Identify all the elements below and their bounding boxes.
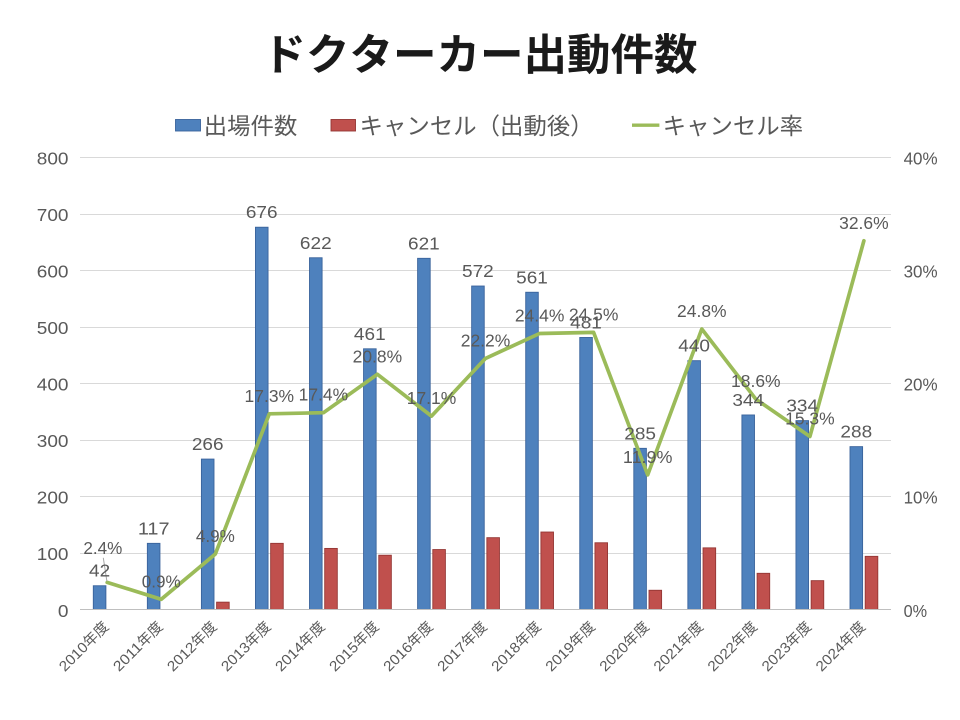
svg-text:32.6%: 32.6% [839, 213, 889, 233]
svg-text:0.9%: 0.9% [142, 571, 181, 591]
svg-text:500: 500 [37, 318, 69, 338]
svg-text:24.8%: 24.8% [677, 301, 727, 321]
svg-text:0%: 0% [904, 601, 928, 621]
svg-text:22.2%: 22.2% [461, 330, 511, 350]
svg-text:700: 700 [37, 205, 69, 225]
svg-text:40%: 40% [904, 148, 938, 168]
svg-text:42: 42 [89, 561, 110, 581]
svg-text:572: 572 [462, 261, 494, 281]
svg-text:440: 440 [678, 336, 710, 356]
svg-text:17.1%: 17.1% [407, 388, 457, 408]
svg-text:621: 621 [408, 233, 440, 253]
svg-text:4.9%: 4.9% [196, 526, 235, 546]
svg-text:20.8%: 20.8% [353, 346, 403, 366]
svg-text:30%: 30% [904, 262, 938, 282]
svg-text:2.4%: 2.4% [83, 538, 122, 558]
svg-text:334: 334 [786, 396, 818, 416]
svg-text:20%: 20% [904, 375, 938, 395]
svg-text:15.3%: 15.3% [785, 409, 835, 429]
svg-text:676: 676 [246, 202, 278, 222]
svg-text:117: 117 [138, 518, 170, 538]
svg-text:18.6%: 18.6% [731, 371, 781, 391]
svg-text:17.4%: 17.4% [299, 385, 349, 405]
svg-text:288: 288 [840, 422, 872, 442]
svg-text:481: 481 [570, 313, 602, 333]
svg-text:0: 0 [58, 601, 69, 621]
svg-text:561: 561 [516, 267, 548, 287]
svg-text:600: 600 [37, 262, 69, 282]
svg-text:10%: 10% [904, 488, 938, 508]
svg-text:461: 461 [354, 324, 386, 344]
svg-text:11.9%: 11.9% [623, 447, 673, 467]
svg-text:100: 100 [37, 544, 69, 564]
svg-text:24.5%: 24.5% [569, 304, 619, 324]
svg-text:266: 266 [192, 434, 224, 454]
svg-text:400: 400 [37, 375, 69, 395]
svg-text:622: 622 [300, 233, 332, 253]
svg-text:24.4%: 24.4% [515, 306, 565, 326]
svg-text:800: 800 [37, 148, 69, 168]
svg-text:200: 200 [37, 488, 69, 508]
svg-text:285: 285 [624, 423, 656, 443]
svg-text:17.3%: 17.3% [245, 386, 295, 406]
svg-text:344: 344 [732, 390, 764, 410]
svg-text:300: 300 [37, 431, 69, 451]
